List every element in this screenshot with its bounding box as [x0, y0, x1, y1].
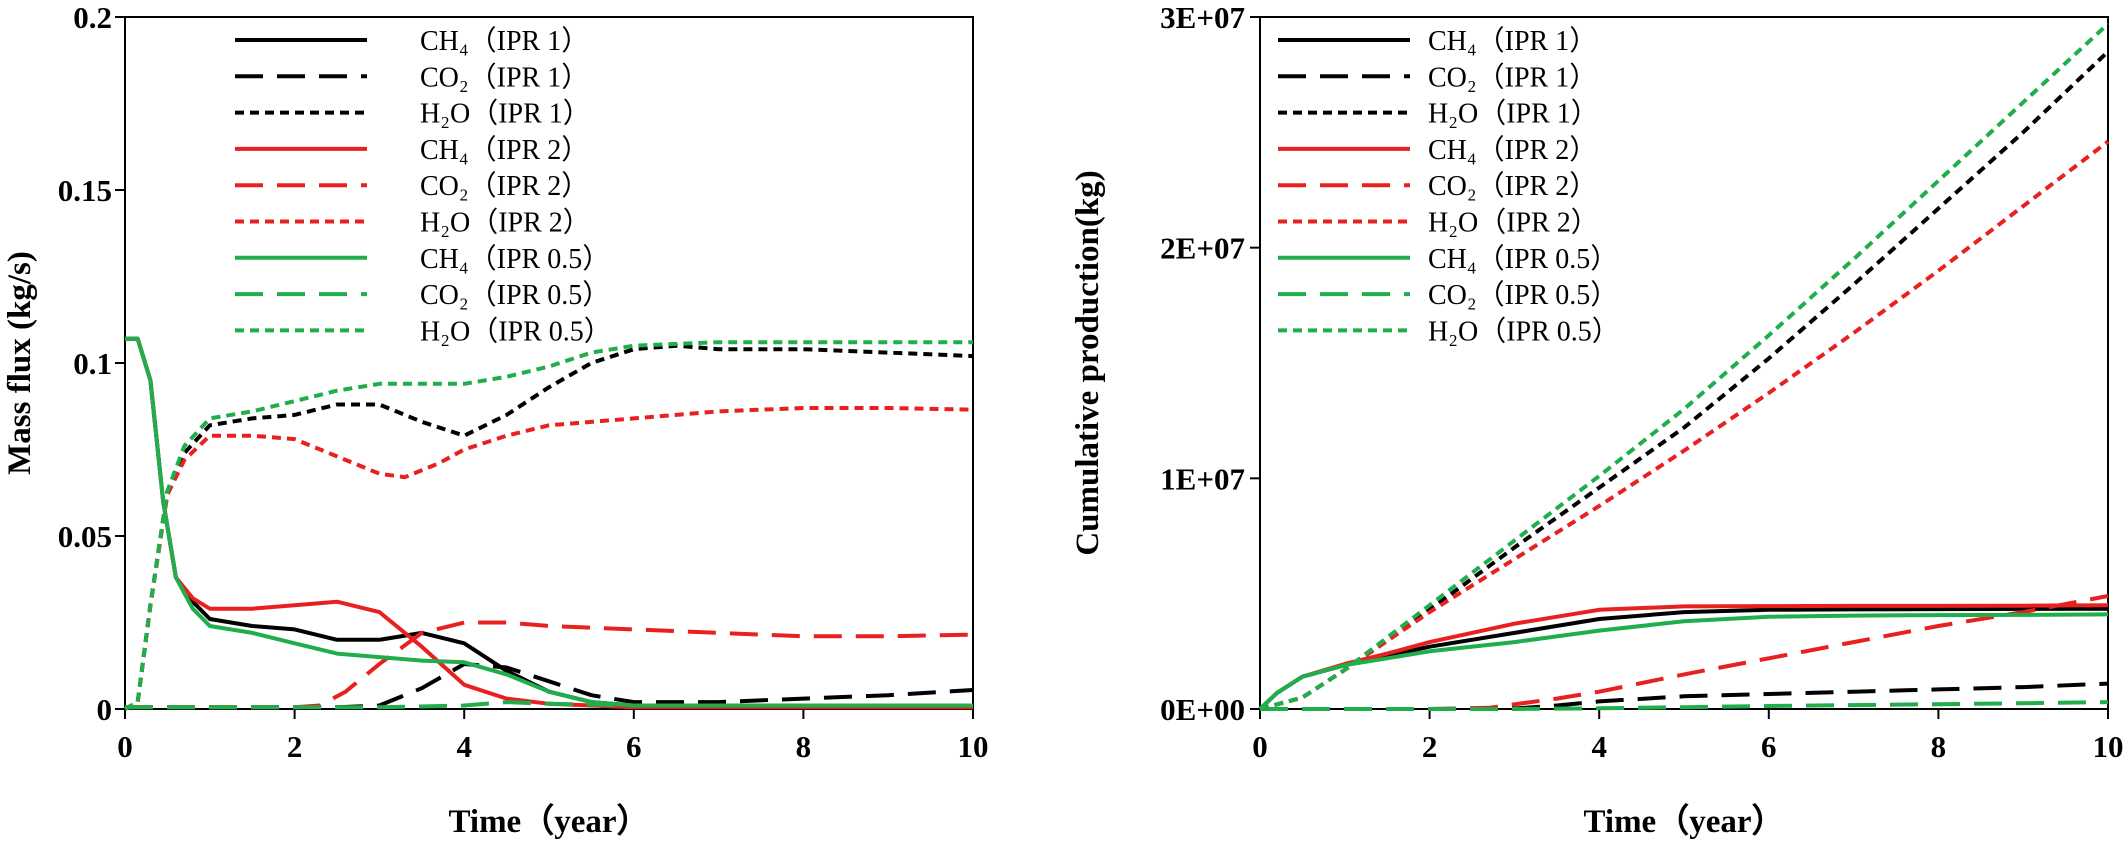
y-tick-label: 0.15	[58, 173, 112, 208]
legend-label: CO₂（IPR 1）	[1428, 61, 1597, 93]
x-tick-label: 4	[1591, 729, 1607, 764]
x-tick-label: 10	[2093, 729, 2124, 764]
y-tick-label: 2E+07	[1160, 231, 1245, 266]
series-line	[125, 700, 973, 710]
series-lines	[1258, 22, 2110, 711]
legend-label: CH₄（IPR 1）	[1428, 25, 1597, 57]
x-tick-label: 2	[287, 729, 303, 764]
y-axis-title: Mass flux (kg/s)	[2, 251, 38, 475]
x-tick-label: 6	[1761, 729, 1777, 764]
legend-label: CH₄（IPR 0.5）	[420, 243, 610, 275]
legend-label: H₂O（IPR 1）	[420, 98, 591, 130]
series-line	[1259, 22, 2110, 711]
legend-label: CO₂（IPR 0.5）	[1428, 279, 1618, 311]
x-tick-label: 4	[456, 729, 472, 764]
x-axis-ticks: 0 2 4 6 8 10	[1252, 709, 2124, 764]
legend-label: H₂O（IPR 2）	[420, 207, 591, 239]
x-tick-label: 0	[1252, 729, 1268, 764]
y-tick-label: 0.1	[73, 346, 112, 381]
series-lines	[124, 336, 974, 711]
y-tick-label: 0	[97, 692, 113, 727]
series-line	[125, 336, 973, 710]
x-axis-ticks: 0 2 4 6 8 10	[117, 709, 989, 764]
x-tick-label: 10	[958, 729, 989, 764]
y-tick-label: 0.2	[73, 0, 112, 35]
y-tick-label: 0.05	[58, 519, 112, 554]
legend-label: CO₂（IPR 0.5）	[420, 279, 610, 311]
legend-label: H₂O（IPR 0.5）	[1428, 315, 1620, 347]
series-line	[1259, 140, 2110, 711]
legend: CH₄（IPR 1） CO₂（IPR 1） H₂O（IPR 1） CH₄（IPR 2）…	[235, 25, 612, 347]
x-tick-label: 6	[626, 729, 642, 764]
series-line	[124, 343, 974, 711]
x-tick-label: 8	[796, 729, 812, 764]
legend-label: CO₂（IPR 1）	[420, 61, 589, 93]
legend-label: CH₄（IPR 0.5）	[1428, 243, 1618, 275]
y-axis-ticks: 0E+00 1E+07 2E+07 3E+07	[1160, 0, 1260, 727]
legend-label: H₂O（IPR 1）	[1428, 98, 1599, 130]
y-axis-ticks: 0 0.05 0.1 0.15 0.2	[58, 0, 125, 727]
series-line	[125, 662, 974, 710]
y-axis-title: Cumulative production(kg)	[1070, 170, 1106, 555]
y-tick-label: 3E+07	[1160, 0, 1245, 35]
series-line	[124, 340, 973, 711]
legend: CH₄（IPR 1） CO₂（IPR 1） H₂O（IPR 1） CH₄（IPR 2）…	[1278, 25, 1620, 347]
x-tick-label: 2	[1422, 729, 1438, 764]
series-line	[125, 336, 973, 708]
y-tick-label: 0E+00	[1160, 692, 1245, 727]
legend-label: H₂O（IPR 0.5）	[420, 315, 612, 347]
series-line	[125, 620, 974, 710]
series-line	[1258, 612, 2109, 711]
legend-label: CO₂（IPR 2）	[420, 170, 589, 202]
x-tick-label: 8	[1931, 729, 1947, 764]
legend-label: CH₄（IPR 2）	[420, 134, 589, 166]
legend-label: CH₄（IPR 1）	[420, 25, 589, 57]
mass-flux-chart: 0 2 4 6 8 10 0 0.05 0.1 0.15 0.2 CH₄（IPR 1） CO₂（IP…	[2, 0, 989, 840]
x-axis-title: Time（year）	[448, 803, 649, 840]
legend-label: H₂O（IPR 2）	[1428, 207, 1599, 239]
x-tick-label: 0	[117, 729, 133, 764]
x-axis-title: Time（year）	[1583, 803, 1784, 840]
legend-label: CH₄（IPR 2）	[1428, 134, 1597, 166]
series-line	[125, 336, 973, 708]
series-line	[1260, 700, 2109, 711]
legend-label: CO₂（IPR 2）	[1428, 170, 1597, 202]
series-line	[1260, 594, 2109, 711]
y-tick-label: 1E+07	[1160, 461, 1245, 496]
series-line	[124, 406, 974, 711]
